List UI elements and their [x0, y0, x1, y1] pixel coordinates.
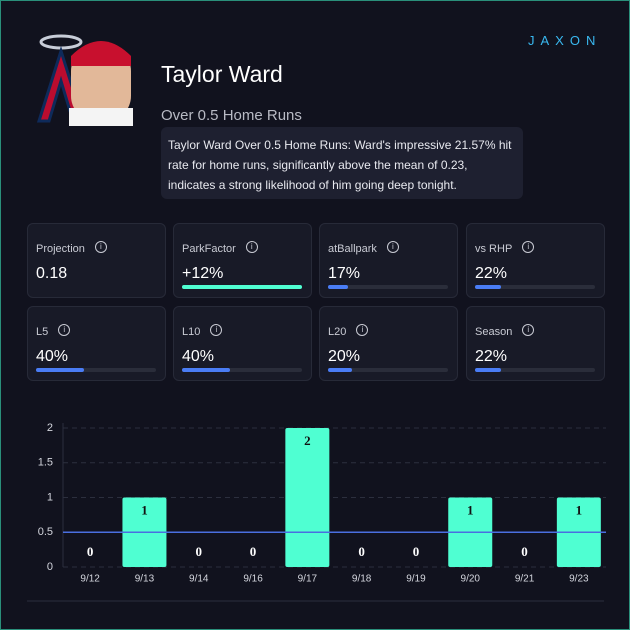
x-tick-label: 9/13 [135, 574, 155, 585]
info-icon[interactable]: i [94, 241, 107, 253]
x-tick-label: 9/19 [406, 574, 426, 585]
progress-fill [475, 368, 502, 372]
stat-card: atBallpark i 17% [319, 223, 458, 298]
x-tick-label: 9/17 [298, 574, 318, 585]
stat-value: 20% [328, 348, 361, 365]
x-tick-label: 9/23 [569, 574, 589, 585]
stat-label: Projection i [36, 241, 107, 255]
value-label: 0 [87, 544, 94, 559]
stat-value: 40% [182, 348, 215, 365]
x-tick-label: 9/14 [189, 574, 209, 585]
y-tick-label: 0.5 [38, 526, 53, 538]
progress-fill [182, 368, 230, 372]
progress-fill [182, 285, 302, 289]
stat-value: 40% [36, 348, 69, 365]
progress-fill [328, 368, 352, 372]
value-label: 1 [141, 502, 148, 517]
info-icon[interactable]: i [210, 324, 223, 336]
value-label: 2 [304, 433, 311, 448]
stat-card: L10 i 40% [173, 306, 312, 381]
value-label: 0 [521, 544, 528, 559]
y-tick-label: 1 [47, 491, 53, 503]
bar [285, 428, 330, 567]
team-logo [36, 34, 133, 126]
value-label: 0 [250, 544, 257, 559]
progress-track [182, 368, 302, 372]
stat-label: ParkFactor i [182, 241, 258, 255]
stat-card: L5 i 40% [27, 306, 166, 381]
stat-value: 0.18 [36, 265, 68, 282]
info-icon[interactable]: i [58, 324, 71, 336]
brand-logo: JAXON [528, 33, 602, 48]
description: Taylor Ward Over 0.5 Home Runs: Ward's i… [161, 127, 523, 199]
stat-value: +12% [182, 265, 224, 282]
value-label: 0 [358, 544, 365, 559]
stat-value: 22% [475, 265, 508, 282]
y-tick-label: 2 [47, 422, 53, 434]
info-icon[interactable]: i [522, 241, 535, 253]
value-label: 1 [467, 502, 474, 517]
x-tick-label: 9/16 [243, 574, 263, 585]
stat-label: L5 i [36, 324, 71, 338]
chart: 0 0.5 1 1.5 2 9/12 0 9/13 1 9/14 0 9/16 0 9/17 2 9/18 0 9… [27, 422, 606, 602]
stat-label: vs RHP i [475, 241, 535, 255]
stat-label: L20 i [328, 324, 369, 338]
value-label: 0 [196, 544, 203, 559]
progress-track [182, 285, 302, 289]
progress-track [475, 285, 595, 289]
stat-value: 17% [328, 265, 361, 282]
stat-value: 22% [475, 348, 508, 365]
stat-label: L10 i [182, 324, 223, 338]
value-label: 0 [413, 544, 420, 559]
x-tick-label: 9/21 [515, 574, 535, 585]
stat-card: Season i 22% [466, 306, 605, 381]
prop-subtitle: Over 0.5 Home Runs [161, 107, 302, 124]
progress-track [475, 368, 595, 372]
progress-fill [475, 285, 502, 289]
progress-track [36, 368, 156, 372]
player-name: Taylor Ward [161, 61, 283, 87]
stat-card: Projection i 0.18 [27, 223, 166, 298]
info-icon[interactable]: i [522, 324, 535, 336]
value-label: 1 [576, 502, 583, 517]
x-tick-label: 9/12 [80, 574, 100, 585]
x-tick-label: 9/20 [461, 574, 481, 585]
info-icon[interactable]: i [356, 324, 369, 336]
info-icon[interactable]: i [386, 241, 399, 253]
x-tick-label: 9/18 [352, 574, 372, 585]
progress-fill [36, 368, 84, 372]
progress-fill [328, 285, 349, 289]
stat-label: Season i [475, 324, 535, 338]
stat-card: L20 i 20% [319, 306, 458, 381]
progress-track [328, 285, 448, 289]
progress-track [328, 368, 448, 372]
stat-card: vs RHP i 22% [466, 223, 605, 298]
y-tick-label: 1.5 [38, 457, 53, 469]
stat-label: atBallpark i [328, 241, 399, 255]
y-tick-label: 0 [47, 561, 53, 573]
info-icon[interactable]: i [245, 241, 258, 253]
stat-card: ParkFactor i +12% [173, 223, 312, 298]
